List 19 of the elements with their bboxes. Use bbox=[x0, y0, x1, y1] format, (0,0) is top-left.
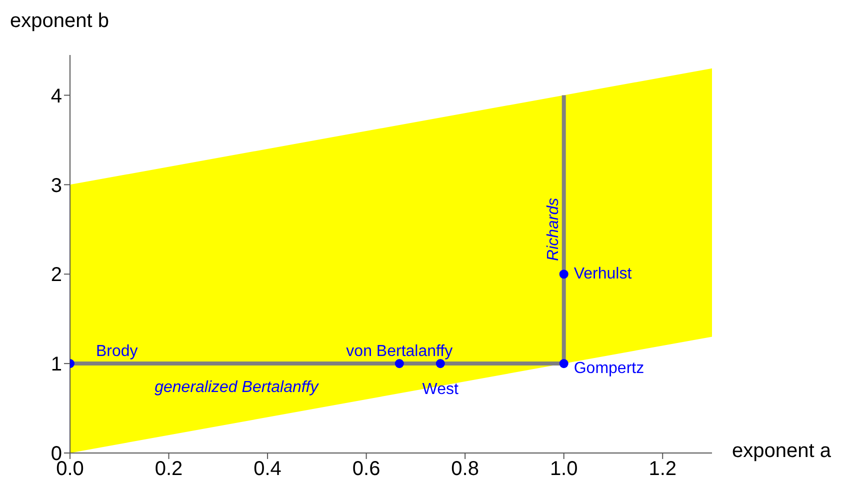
x-tick-label: 0.8 bbox=[451, 458, 479, 480]
y-tick-label: 1 bbox=[50, 354, 62, 376]
annotation: Verhulst bbox=[574, 265, 632, 282]
x-tick-label: 1.2 bbox=[648, 458, 677, 480]
y-tick-label: 2 bbox=[50, 264, 62, 286]
y-tick-label: 3 bbox=[50, 174, 62, 197]
x-tick-label: 0.4 bbox=[254, 458, 282, 480]
x-tick-label: 0.6 bbox=[352, 458, 380, 480]
annotation: West bbox=[422, 380, 460, 398]
annotation: Gompertz bbox=[574, 360, 644, 377]
annotation: von Bertalanffy bbox=[346, 342, 453, 360]
y-axis-title: exponent b bbox=[10, 10, 109, 33]
x-tick-label: 1.0 bbox=[550, 458, 578, 480]
annotation: Richards bbox=[545, 198, 562, 261]
annotation: generalized Bertalanffy bbox=[154, 378, 320, 396]
x-axis-title: exponent a bbox=[732, 440, 831, 463]
x-tick-label: 0.2 bbox=[154, 458, 183, 480]
y-tick-label: 4 bbox=[50, 85, 62, 108]
annotation: Brody bbox=[96, 342, 138, 360]
